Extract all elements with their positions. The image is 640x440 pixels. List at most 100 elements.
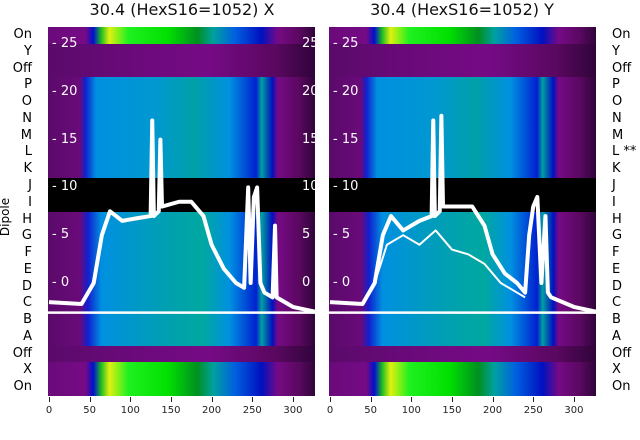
row-label: I — [612, 194, 616, 210]
y-tick-label: - 15 — [333, 131, 359, 147]
row-label: H — [612, 211, 622, 227]
x-tick — [492, 397, 494, 402]
heatmap-row — [48, 43, 315, 62]
row-label: Off — [612, 60, 632, 76]
x-tick-label: 50 — [364, 405, 378, 416]
y-tick-label-right: 25 — [302, 36, 315, 51]
heatmap-row — [48, 345, 315, 363]
x-tick — [330, 397, 331, 402]
row-label: X — [23, 362, 32, 378]
row-label: G — [21, 228, 32, 244]
row-label: Off — [612, 345, 632, 361]
heatmap-row — [48, 161, 315, 179]
x-tick-label: 100 — [401, 405, 421, 416]
row-label: E — [612, 261, 621, 277]
row-label: E — [23, 261, 32, 277]
y-tick-label-right: 5 — [302, 227, 311, 243]
heatmap-row — [329, 312, 596, 330]
heatmap-row — [48, 60, 315, 78]
x-tick — [451, 397, 453, 402]
y-tick-label: - 25 — [333, 36, 359, 51]
y-tick-label: - 0 — [52, 275, 70, 290]
heatmap-row — [48, 328, 315, 347]
series-line-trace-lower — [373, 229, 526, 299]
heatmap-row — [329, 261, 596, 280]
row-label: On — [612, 379, 631, 395]
row-label: N — [612, 110, 622, 126]
x-tick — [89, 397, 91, 402]
heatmap-row — [329, 328, 596, 347]
y-tick-label-right: 15 — [302, 131, 315, 147]
heatmap-row — [48, 278, 315, 296]
heatmap-row — [329, 144, 596, 162]
heatmap-row — [329, 60, 596, 78]
row-label: N — [22, 110, 32, 126]
x-tick — [211, 397, 213, 402]
heatmap-row — [329, 94, 596, 112]
x-tick-label: 100 — [120, 405, 140, 416]
left-chart-title: 30.4 (HexS16=1052) X — [89, 0, 275, 19]
y-tick-label: - 5 — [52, 227, 70, 243]
y-tick-label: - 5 — [333, 227, 351, 243]
x-tick-label: 300 — [283, 405, 303, 416]
x-tick — [292, 397, 294, 402]
row-label: Y — [612, 43, 620, 59]
x-tick — [252, 397, 254, 402]
row-label: M — [20, 127, 32, 143]
row-label: B — [23, 312, 32, 328]
x-tick-label: 200 — [483, 405, 503, 416]
row-label: C — [612, 295, 622, 311]
trace-overlay — [48, 118, 315, 314]
row-label: B — [612, 312, 621, 328]
x-tick-label: 150 — [161, 405, 181, 416]
x-tick — [533, 397, 535, 402]
row-label: A — [23, 328, 32, 344]
row-label: F — [612, 245, 620, 261]
heatmap-row — [48, 77, 315, 95]
heatmap-row — [329, 379, 596, 396]
row-label: L ** — [612, 144, 637, 160]
row-label: P — [612, 77, 620, 93]
heatmap-row — [329, 77, 596, 95]
y-tick-label: - 0 — [333, 275, 351, 290]
heatmap-row — [48, 144, 315, 162]
left-heatmap-panel: - 0 0 - 5 5 - 10 10 - 15 15 - 20 20 - 25 25 — [48, 27, 315, 396]
heatmap-row — [329, 278, 596, 296]
y-tick-label: - 10 — [52, 179, 78, 195]
y-tick-label: - 20 — [333, 83, 359, 99]
row-label: On — [612, 27, 631, 42]
row-label: J — [612, 177, 616, 193]
y-tick-label-right: 0 — [302, 275, 311, 290]
row-label: C — [22, 295, 32, 311]
y-axis-label: Dipole — [0, 197, 13, 237]
heatmap-row — [48, 27, 315, 45]
heatmap-row — [48, 379, 315, 396]
y-tick-label-right: 20 — [302, 83, 315, 99]
y-tick-label: - 10 — [333, 179, 359, 195]
heatmap-row — [329, 43, 596, 62]
row-label: K — [23, 161, 32, 177]
row-label: F — [24, 245, 32, 261]
heatmap-row — [48, 362, 315, 380]
y-tick-label: - 20 — [52, 83, 78, 99]
x-tick — [49, 397, 50, 402]
heatmap-row — [329, 161, 596, 179]
heatmap-row — [48, 94, 315, 112]
y-tick-label-right: 10 — [302, 179, 315, 195]
y-tick-label: - 25 — [52, 36, 78, 51]
heatmap-row — [48, 295, 315, 313]
heatmap-row — [329, 127, 596, 145]
row-label: G — [612, 228, 623, 244]
heatmap-row — [48, 127, 315, 145]
row-label: J — [28, 177, 32, 193]
heatmap-row — [48, 312, 315, 330]
x-tick-label: 250 — [523, 405, 543, 416]
y-tick-label: - 15 — [52, 131, 78, 147]
heatmap-row — [329, 295, 596, 313]
row-label: I — [28, 194, 32, 210]
row-label: A — [612, 328, 621, 344]
x-tick-label: 150 — [442, 405, 462, 416]
heatmap-row — [329, 27, 596, 45]
x-tick — [370, 397, 372, 402]
row-label: X — [612, 362, 621, 378]
